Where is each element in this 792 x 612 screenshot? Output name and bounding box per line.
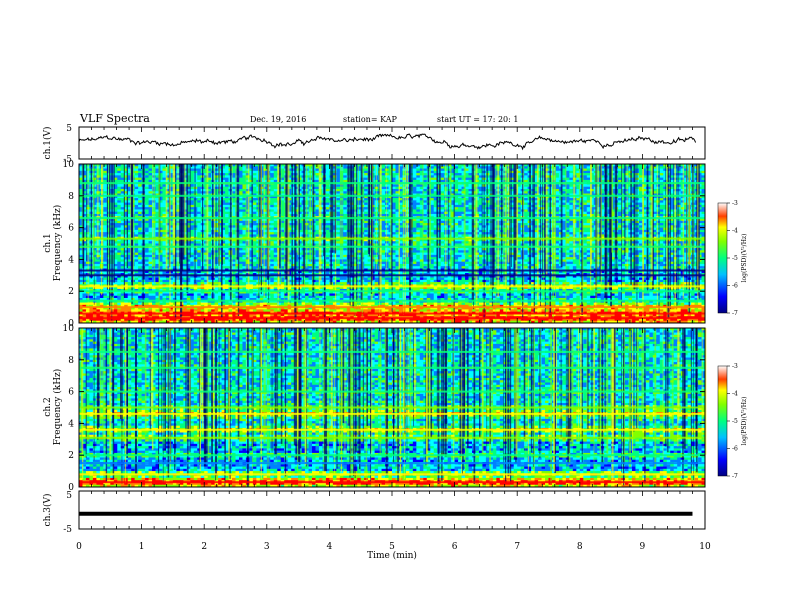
spec2-ylabel-line2: Frequency (kHz) <box>52 369 63 446</box>
colorbar1-tick--4: -4 <box>732 228 738 235</box>
spectrogram-ch1-image <box>79 164 705 323</box>
figure-title: VLF Spectra <box>79 112 150 125</box>
start-time-label: start UT = 17: 20: 1 <box>437 115 518 124</box>
x-tick-label-7: 7 <box>514 542 520 552</box>
spectrogram-ch2-image <box>79 328 706 487</box>
date-label: Dec. 19, 2016 <box>250 115 306 124</box>
spec1-ytick-8: 8 <box>68 192 74 202</box>
colorbar-ch2-label: log(PSD)(V²/Hz) <box>741 397 748 446</box>
ch3-ylabel: ch.3(V) <box>42 494 53 527</box>
waveform-ch1-trace <box>79 134 696 149</box>
colorbar1-tick--5: -5 <box>732 255 738 262</box>
colorbar-ch1-label: log(PSD)(V²/Hz) <box>741 234 748 283</box>
colorbar2-tick--7: -7 <box>732 473 738 480</box>
x-tick-label-1: 1 <box>139 542 145 552</box>
spec1-ytick-6: 6 <box>68 224 74 234</box>
x-tick-label-4: 4 <box>327 542 333 552</box>
ch1-ytick-top: 5 <box>66 124 72 134</box>
ch3-ytick-top: 5 <box>66 491 72 501</box>
x-tick-label-10: 10 <box>699 542 711 552</box>
spec2-ytick-8: 8 <box>68 356 74 366</box>
spec1-ylabel-line1: ch.1 <box>43 233 53 252</box>
x-axis-label: Time (min) <box>367 550 417 561</box>
x-tick-label-0: 0 <box>76 542 82 552</box>
station-label: station= KAP <box>343 115 398 124</box>
spec1-ytick-10: 10 <box>63 160 75 170</box>
colorbar-ch2 <box>718 366 727 476</box>
colorbar-ch1 <box>718 203 727 313</box>
spec1-ylabel-line2: Frequency (kHz) <box>52 205 63 282</box>
colorbar2-tick--3: -3 <box>732 363 738 370</box>
spec2-ytick-4: 4 <box>68 419 74 429</box>
spec1-ytick-2: 2 <box>68 287 74 297</box>
colorbar2-tick--6: -6 <box>732 446 738 453</box>
x-tick-label-3: 3 <box>264 542 270 552</box>
spec1-ytick-4: 4 <box>68 255 74 265</box>
x-tick-label-8: 8 <box>577 542 583 552</box>
spec2-ytick-10: 10 <box>63 324 75 334</box>
x-tick-label-2: 2 <box>201 542 207 552</box>
colorbar1-tick--6: -6 <box>732 283 738 290</box>
colorbar2-tick--5: -5 <box>732 418 738 425</box>
spec2-ylabel-line1: ch.2 <box>43 397 53 416</box>
x-tick-label-6: 6 <box>452 542 458 552</box>
spec2-ytick-2: 2 <box>68 451 74 461</box>
ch1-ylabel: ch.1(V) <box>42 127 53 160</box>
colorbar1-tick--3: -3 <box>732 200 738 207</box>
colorbar1-tick--7: -7 <box>732 310 738 317</box>
waveform-ch3-frame <box>79 491 705 529</box>
colorbar2-tick--4: -4 <box>732 391 738 398</box>
ch3-ytick-bottom: -5 <box>63 525 72 535</box>
spec2-ytick-6: 6 <box>68 388 74 398</box>
x-tick-label-9: 9 <box>640 542 646 552</box>
